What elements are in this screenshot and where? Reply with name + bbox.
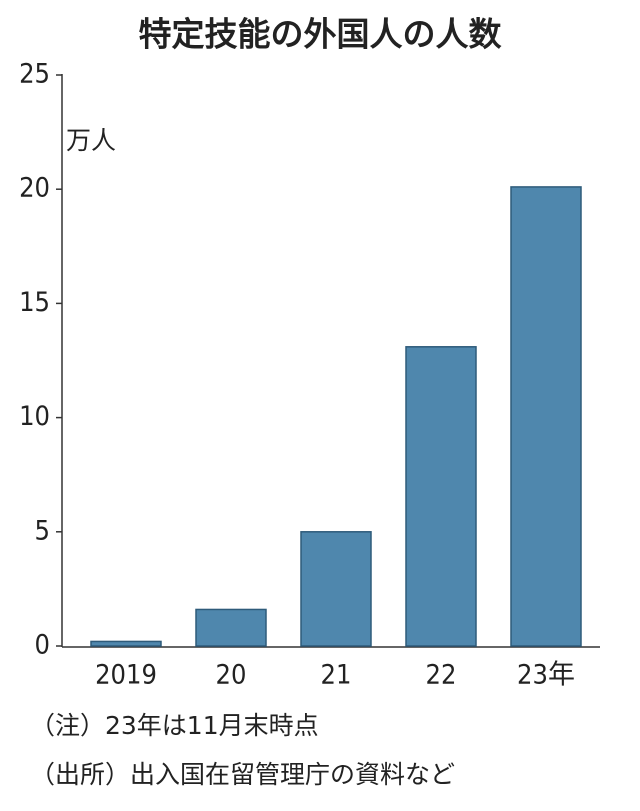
chart-title: 特定技能の外国人の人数 [139,15,503,54]
bar [300,531,372,647]
y-tick-label: 20 [19,173,50,204]
bar [90,640,162,647]
x-tick-label: 23年 [517,660,575,691]
bar [510,186,582,647]
y-tick-label: 10 [19,401,50,432]
y-unit: 万人 [66,126,116,155]
x-tick-label: 2019 [95,660,157,691]
bar [195,608,267,647]
y-tick-label: 15 [19,287,50,318]
note: （注）23年は11月末時点 [30,711,319,740]
x-tick-label: 21 [321,660,352,691]
y-tick-label: 5 [35,515,50,546]
y-tick-label: 0 [35,630,50,661]
x-tick-label: 22 [426,660,457,691]
source: （出所）出入国在留管理庁の資料など [30,760,455,789]
y-tick-label: 25 [19,59,50,90]
bar [405,346,477,647]
x-tick-label: 20 [216,660,247,691]
